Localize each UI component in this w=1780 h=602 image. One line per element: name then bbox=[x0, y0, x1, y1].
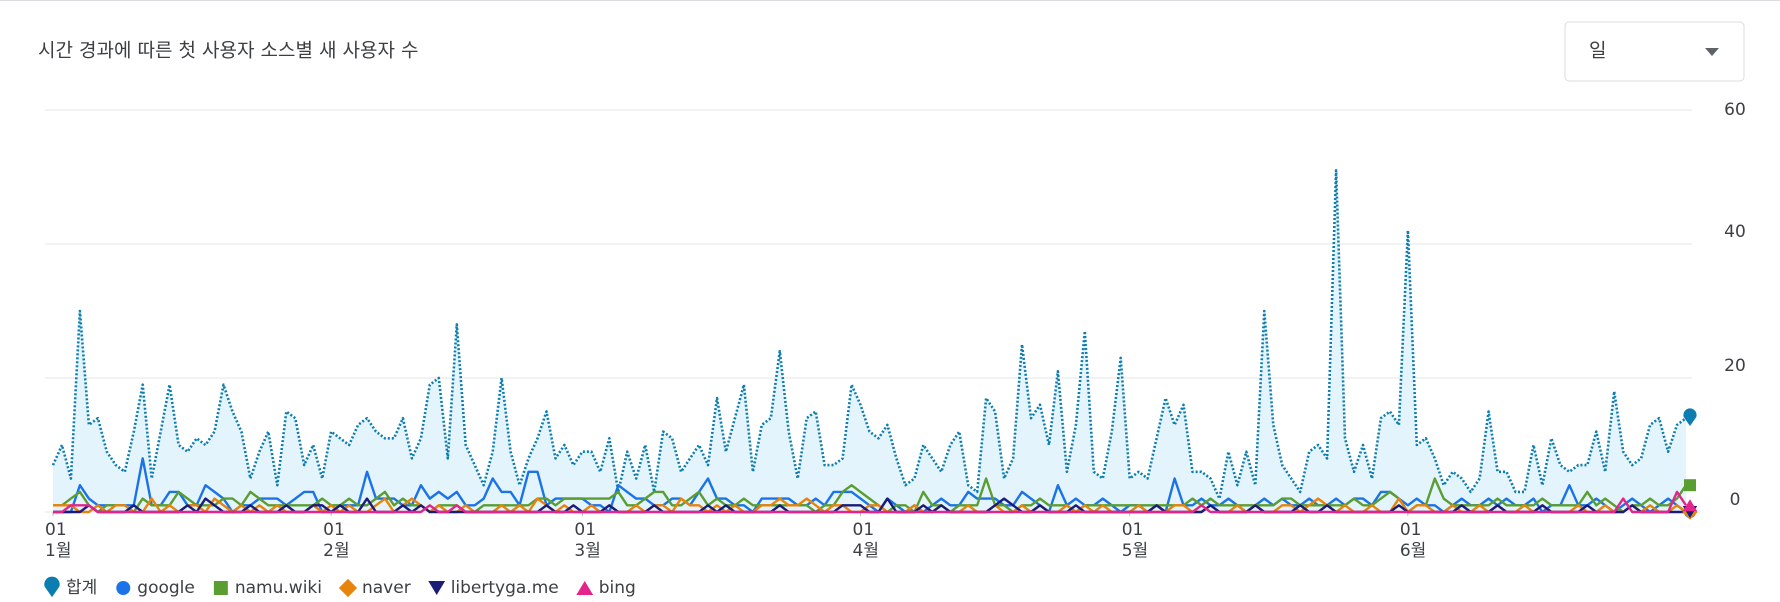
y-tick-label: 40 bbox=[1724, 222, 1746, 242]
x-tick-day: 01 bbox=[853, 520, 875, 540]
x-tick-month: 6월 bbox=[1400, 541, 1426, 561]
legend-marker bbox=[213, 581, 228, 595]
x-tick-day: 01 bbox=[1122, 520, 1144, 540]
series-line bbox=[51, 169, 1687, 500]
x-tick-day: 01 bbox=[574, 520, 596, 540]
x-tick-month: 4월 bbox=[853, 541, 879, 561]
legend-marker bbox=[116, 581, 131, 595]
legend-marker bbox=[44, 576, 60, 598]
y-tick-label: 20 bbox=[1724, 356, 1746, 376]
y-tick-label: 60 bbox=[1724, 100, 1746, 120]
legend-marker bbox=[428, 581, 446, 595]
legend-marker bbox=[338, 578, 358, 598]
end-marker bbox=[1682, 499, 1698, 512]
granularity-dropdown[interactable]: 일 bbox=[1564, 21, 1745, 82]
legend-label: bing bbox=[599, 578, 636, 598]
x-tick-day: 01 bbox=[45, 520, 67, 540]
legend-label: google bbox=[137, 578, 195, 598]
dropdown-value: 일 bbox=[1589, 40, 1606, 62]
series-line bbox=[53, 490, 1687, 514]
legend-label: namu.wiki bbox=[235, 578, 322, 598]
chart-title: 시간 경과에 따른 첫 사용자 소스별 새 사용자 수 bbox=[38, 40, 418, 62]
end-marker bbox=[1684, 479, 1696, 492]
legend-label: libertyga.me bbox=[451, 578, 559, 598]
x-tick-month: 2월 bbox=[323, 541, 349, 561]
x-tick-month: 5월 bbox=[1122, 541, 1148, 561]
series-line bbox=[53, 497, 1687, 514]
x-tick-month: 3월 bbox=[574, 541, 600, 561]
dropdown-box[interactable] bbox=[1564, 21, 1745, 82]
dropdown-caret bbox=[1705, 48, 1719, 56]
legend-label: naver bbox=[362, 578, 411, 598]
series-area bbox=[53, 170, 1686, 513]
legend-label: 합계 bbox=[66, 578, 97, 598]
x-tick-day: 01 bbox=[1400, 520, 1422, 540]
legend-marker bbox=[576, 581, 594, 595]
x-tick-month: 1월 bbox=[45, 541, 71, 561]
x-tick-day: 01 bbox=[323, 520, 345, 540]
y-tick-label: 0 bbox=[1730, 490, 1741, 510]
end-marker bbox=[1683, 408, 1697, 426]
